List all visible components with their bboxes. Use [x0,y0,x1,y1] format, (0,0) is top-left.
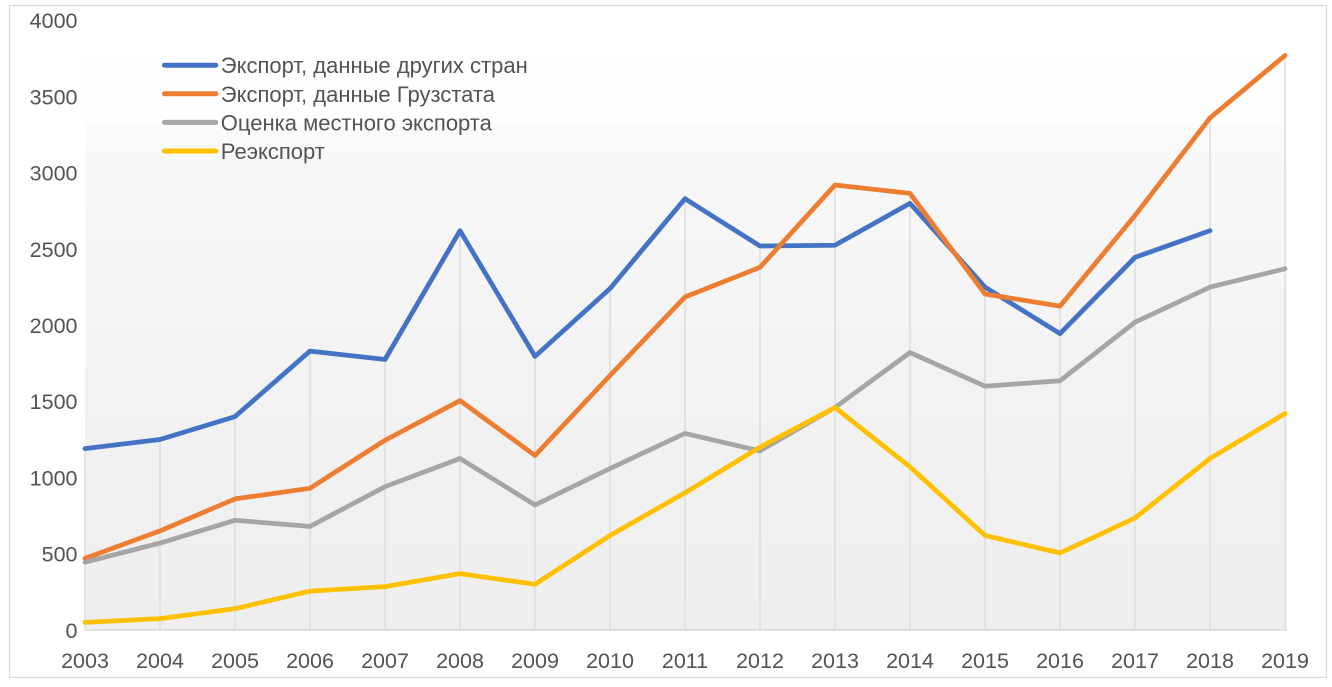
svg-text:1000: 1000 [30,466,78,490]
svg-text:2016: 2016 [1036,649,1084,673]
svg-text:2013: 2013 [811,649,859,673]
svg-text:2006: 2006 [286,649,334,673]
svg-text:500: 500 [42,543,78,567]
svg-text:2007: 2007 [361,649,409,673]
svg-text:Реэкспорт: Реэкспорт [221,139,325,164]
svg-text:3000: 3000 [30,162,78,186]
svg-text:2019: 2019 [1261,649,1309,673]
svg-text:2500: 2500 [30,238,78,262]
svg-text:2017: 2017 [1111,649,1159,673]
svg-text:Оценка местного экспорта: Оценка местного экспорта [221,110,493,135]
svg-text:2008: 2008 [436,649,484,673]
svg-text:2005: 2005 [211,649,259,673]
svg-text:2009: 2009 [511,649,559,673]
svg-text:2000: 2000 [30,314,78,338]
svg-text:Экспорт, данные других стран: Экспорт, данные других стран [221,53,528,78]
svg-text:2003: 2003 [61,649,109,673]
svg-text:2014: 2014 [886,649,934,673]
svg-text:1500: 1500 [30,390,78,414]
svg-text:2010: 2010 [586,649,634,673]
svg-text:Экспорт, данные Грузстата: Экспорт, данные Грузстата [221,82,496,107]
svg-text:2011: 2011 [662,649,708,673]
svg-text:2018: 2018 [1186,649,1234,673]
svg-text:3500: 3500 [30,85,78,109]
svg-text:2004: 2004 [136,649,184,673]
svg-text:4000: 4000 [30,9,78,33]
svg-text:2012: 2012 [736,649,784,673]
svg-text:0: 0 [66,619,78,643]
svg-text:2015: 2015 [961,649,1009,673]
